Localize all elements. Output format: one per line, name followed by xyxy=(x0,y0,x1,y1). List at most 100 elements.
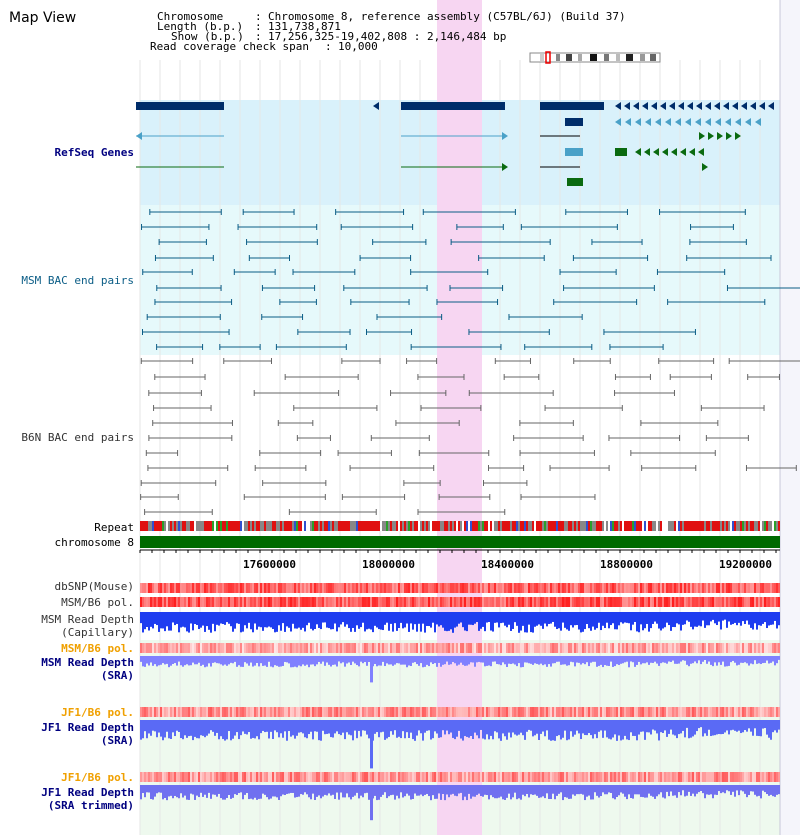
msm-depth-capillary-bar xyxy=(766,612,768,629)
dbsnp-strip xyxy=(592,583,594,593)
jf1-depth-trim-bar xyxy=(532,785,534,795)
jf1-depth-trim-bar xyxy=(652,785,654,797)
dbsnp-strip xyxy=(738,583,740,593)
dbsnp-strip xyxy=(270,583,272,593)
msm-depth-sra-bar xyxy=(762,656,764,664)
jf1-b6-pol-strip-1 xyxy=(294,707,296,717)
jf1-b6-pol-strip-2 xyxy=(724,772,726,782)
jf1-b6-pol-strip-2 xyxy=(416,772,418,782)
dbsnp-strip xyxy=(426,583,428,593)
jf1-b6-pol-strip-2 xyxy=(774,772,776,782)
msm-depth-capillary-bar xyxy=(606,612,608,623)
msm-depth-sra-bar xyxy=(440,656,442,667)
msm-depth-sra-bar xyxy=(280,656,282,667)
repeat-segment xyxy=(178,521,180,531)
msm-b6-pol-sra-strip xyxy=(612,643,614,653)
dbsnp-strip xyxy=(282,583,284,593)
dbsnp-strip xyxy=(246,583,248,593)
dbsnp-strip xyxy=(156,583,158,593)
jf1-b6-pol-strip-2 xyxy=(276,772,278,782)
dbsnp-strip xyxy=(248,583,250,593)
gene-arrow xyxy=(705,102,711,110)
msm-depth-capillary-bar xyxy=(200,612,202,628)
jf1-b6-pol-strip-1 xyxy=(320,707,322,717)
msm-depth-capillary-bar xyxy=(748,612,750,625)
track-label-refseq[interactable]: RefSeq Genes xyxy=(54,146,134,159)
msm-b6-pol-sra-strip xyxy=(252,643,254,653)
jf1-depth-trim-bar xyxy=(346,785,348,794)
msm-depth-capillary-bar xyxy=(680,612,682,631)
repeat-segment xyxy=(288,521,290,531)
msm-depth-capillary-bar xyxy=(736,612,738,626)
repeat-segment xyxy=(484,521,486,531)
jf1-b6-pol-strip-2 xyxy=(222,772,224,782)
dbsnp-strip xyxy=(674,583,676,593)
jf1-depth-sra-bar xyxy=(160,720,162,737)
repeat-segment xyxy=(470,521,472,531)
msm-b6-pol-sra-strip xyxy=(346,643,348,653)
jf1-depth-trim-bar xyxy=(494,785,496,799)
jf1-b6-pol-strip-1 xyxy=(474,707,476,717)
msm-depth-capillary-bar xyxy=(344,612,346,627)
repeat-segment xyxy=(734,521,736,531)
jf1-b6-pol-strip-1 xyxy=(516,707,518,717)
track-label-msm-bac[interactable]: MSM BAC end pairs xyxy=(21,274,134,287)
msm-depth-capillary-bar xyxy=(698,612,700,626)
msm-b6-pol-strip xyxy=(774,597,776,607)
repeat-segment xyxy=(566,521,568,531)
jf1-b6-pol-strip-2 xyxy=(378,772,380,782)
msm-depth-sra-bar xyxy=(738,656,740,665)
jf1-depth-trim-bar xyxy=(314,785,316,801)
jf1-depth-trim-bar xyxy=(276,785,278,798)
msm-depth-sra-bar xyxy=(258,656,260,667)
jf1-depth-trim-bar xyxy=(444,785,446,801)
jf1-depth-trim-bar xyxy=(364,785,366,794)
msm-depth-sra-bar xyxy=(596,656,598,667)
msm-b6-pol-strip xyxy=(612,597,614,607)
msm-depth-sra-bar xyxy=(170,656,172,666)
repeat-segment xyxy=(226,521,228,531)
dbsnp-strip xyxy=(552,583,554,593)
dbsnp-strip xyxy=(316,583,318,593)
jf1-depth-sra-bar xyxy=(758,720,760,737)
jf1-b6-pol-strip-1 xyxy=(590,707,592,717)
msm-b6-pol-sra-strip xyxy=(154,643,156,653)
dbsnp-strip xyxy=(680,583,682,593)
jf1-b6-pol-strip-2 xyxy=(362,772,364,782)
repeat-segment xyxy=(776,521,778,531)
repeat-segment xyxy=(494,521,496,531)
dbsnp-strip xyxy=(502,583,504,593)
msm-b6-pol-sra-strip xyxy=(646,643,648,653)
jf1-depth-sra-bar xyxy=(364,720,366,731)
jf1-depth-trim-bar xyxy=(440,785,442,800)
jf1-depth-trim-bar xyxy=(328,785,330,794)
info-colon: : xyxy=(325,40,332,53)
msm-b6-pol-sra-strip xyxy=(502,643,504,653)
gene-arrow xyxy=(708,132,714,140)
jf1-b6-pol-strip-1 xyxy=(218,707,220,717)
repeat-segment xyxy=(722,521,724,531)
jf1-b6-pol-strip-2 xyxy=(156,772,158,782)
track-label-b6n-bac[interactable]: B6N BAC end pairs xyxy=(21,431,134,444)
msm-depth-capillary-bar xyxy=(430,612,432,628)
jf1-b6-pol-strip-1 xyxy=(690,707,692,717)
dbsnp-strip xyxy=(496,583,498,593)
repeat-segment xyxy=(624,521,626,531)
msm-depth-capillary-bar xyxy=(624,612,626,623)
jf1-depth-trim-bar xyxy=(418,785,420,796)
repeat-segment xyxy=(266,521,268,531)
repeat-segment xyxy=(758,521,760,531)
jf1-b6-pol-strip-1 xyxy=(510,707,512,717)
jf1-b6-pol-strip-1 xyxy=(526,707,528,717)
jf1-b6-pol-strip-2 xyxy=(200,772,202,782)
jf1-b6-pol-strip-1 xyxy=(492,707,494,717)
jf1-b6-pol-strip-1 xyxy=(658,707,660,717)
msm-depth-sra-bar xyxy=(734,656,736,663)
jf1-b6-pol-strip-2 xyxy=(230,772,232,782)
msm-b6-pol-strip xyxy=(152,597,154,607)
jf1-b6-pol-strip-2 xyxy=(168,772,170,782)
jf1-depth-sra-bar xyxy=(398,720,400,737)
jf1-depth-trim-bar xyxy=(466,785,468,801)
dbsnp-strip xyxy=(178,583,180,593)
dbsnp-strip xyxy=(442,583,444,593)
